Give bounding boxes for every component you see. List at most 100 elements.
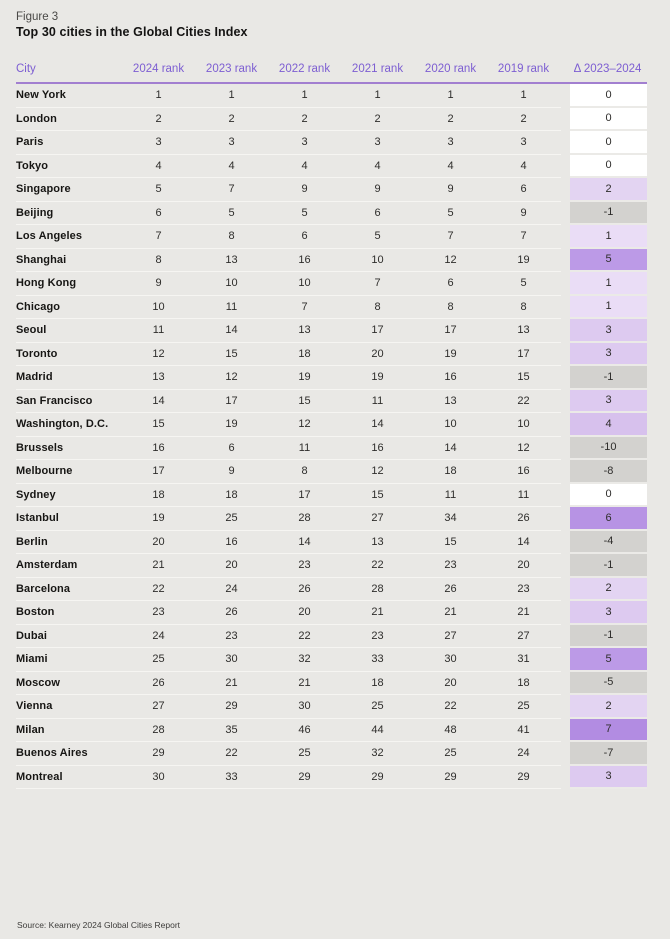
rank-cell: 18 (371, 676, 384, 689)
row-main-cells: Amsterdam 21 20 23 22 23 20 (16, 554, 561, 578)
table-row: Beijing 6 5 5 6 5 9 -1 (16, 201, 670, 225)
delta-cell: 0 (570, 154, 647, 178)
table-row: Shanghai 8 13 16 10 12 19 5 (16, 248, 670, 273)
rank-cell: 21 (152, 559, 165, 572)
row-main-cells: Hong Kong 9 10 10 7 6 5 (16, 272, 561, 296)
rank-cell: 17 (371, 324, 384, 337)
table-row: Paris 3 3 3 3 3 3 0 (16, 131, 670, 155)
header-rule (16, 82, 647, 84)
rank-cell: 1 (374, 89, 381, 102)
city-name: Moscow (16, 676, 60, 689)
rank-cell: 14 (298, 535, 311, 548)
column-gap (561, 296, 570, 320)
column-gap (561, 319, 570, 343)
rank-cell: 18 (517, 676, 530, 689)
column-header-2022-rank: 2022 rank (278, 63, 331, 75)
row-main-cells: Chicago 10 11 7 8 8 8 (16, 296, 561, 319)
column-header-2020-rank: 2020 rank (424, 63, 477, 75)
rank-cell: 6 (520, 183, 527, 196)
row-main-cells: Montreal 30 33 29 29 29 29 (16, 766, 561, 789)
column-gap (561, 84, 570, 108)
row-main-cells: Miami 25 30 32 33 30 31 (16, 648, 561, 672)
rank-cell: 15 (225, 347, 238, 360)
rank-cell: 22 (152, 582, 165, 595)
delta-cell: -1 (570, 554, 647, 578)
rank-cell: 12 (444, 253, 457, 266)
table-row: Melbourne 17 9 8 12 18 16 -8 (16, 460, 670, 484)
rank-cell: 17 (152, 465, 165, 478)
city-name: Montreal (16, 770, 63, 783)
rank-cell: 27 (371, 512, 384, 525)
column-gap (561, 437, 570, 461)
rank-cell: 13 (152, 371, 165, 384)
delta-cell: 0 (570, 107, 647, 131)
rank-cell: 10 (298, 277, 311, 290)
column-gap (561, 695, 570, 719)
rank-cell: 6 (301, 230, 308, 243)
table-row: Washington, D.C. 15 19 12 14 10 10 4 (16, 413, 670, 437)
row-main-cells: Brussels 16 6 11 16 14 12 (16, 437, 561, 460)
rank-cell: 2 (374, 112, 381, 125)
rank-cell: 30 (152, 770, 165, 783)
delta-cell: 2 (570, 178, 647, 202)
delta-cell: 7 (570, 718, 647, 742)
rank-cell: 44 (371, 723, 384, 736)
column-gap (561, 460, 570, 484)
column-gap (561, 578, 570, 602)
column-gap (561, 742, 570, 766)
rank-cell: 7 (520, 230, 527, 243)
rank-cell: 25 (444, 747, 457, 760)
rank-cell: 1 (447, 89, 454, 102)
rank-cell: 10 (517, 418, 530, 431)
city-name: Miami (16, 653, 48, 666)
rank-cell: 24 (517, 747, 530, 760)
source-note: Source: Kearney 2024 Global Cities Repor… (17, 920, 181, 930)
rank-cell: 46 (298, 723, 311, 736)
rank-cell: 20 (517, 559, 530, 572)
table-row: Sydney 18 18 17 15 11 11 0 (16, 483, 670, 507)
rank-cell: 3 (155, 136, 162, 149)
rank-cell: 15 (298, 394, 311, 407)
table-row: Buenos Aires 29 22 25 32 25 24 -7 (16, 742, 670, 766)
city-name: London (16, 112, 57, 125)
rank-cell: 26 (225, 606, 238, 619)
delta-cell: -4 (570, 530, 647, 554)
rank-cell: 25 (371, 700, 384, 713)
city-name: Toronto (16, 347, 58, 360)
rank-cell: 1 (155, 89, 162, 102)
rank-cell: 15 (371, 488, 384, 501)
table-row: London 2 2 2 2 2 2 0 (16, 107, 670, 131)
rank-cell: 21 (371, 606, 384, 619)
table-row: Miami 25 30 32 33 30 31 5 (16, 648, 670, 672)
delta-cell: 5 (570, 248, 647, 272)
rank-cell: 12 (225, 371, 238, 384)
rank-cell: 10 (444, 418, 457, 431)
city-name: Los Angeles (16, 230, 83, 243)
column-gap (561, 249, 570, 273)
rank-cell: 2 (520, 112, 527, 125)
rank-cell: 29 (444, 770, 457, 783)
rank-cell: 12 (517, 441, 530, 454)
rank-cell: 16 (371, 441, 384, 454)
rank-cell: 32 (298, 653, 311, 666)
column-gap (561, 554, 570, 578)
city-name: Milan (16, 723, 45, 736)
row-main-cells: Seoul 11 14 13 17 17 13 (16, 319, 561, 343)
rank-cell: 13 (225, 253, 238, 266)
rank-cell: 20 (298, 606, 311, 619)
rank-cell: 1 (228, 89, 235, 102)
city-name: Istanbul (16, 512, 59, 525)
figure-label: Figure 3 (16, 11, 59, 23)
rank-cell: 9 (228, 465, 235, 478)
rank-cell: 21 (517, 606, 530, 619)
column-gap (561, 507, 570, 531)
rank-cell: 14 (444, 441, 457, 454)
delta-cell: 6 (570, 507, 647, 531)
column-gap (561, 131, 570, 155)
rank-cell: 41 (517, 723, 530, 736)
column-header-2019-rank: 2019 rank (497, 63, 550, 75)
column-gap (561, 178, 570, 202)
rank-cell: 16 (517, 465, 530, 478)
row-main-cells: Singapore 5 7 9 9 9 6 (16, 178, 561, 202)
rank-cell: 8 (301, 465, 308, 478)
